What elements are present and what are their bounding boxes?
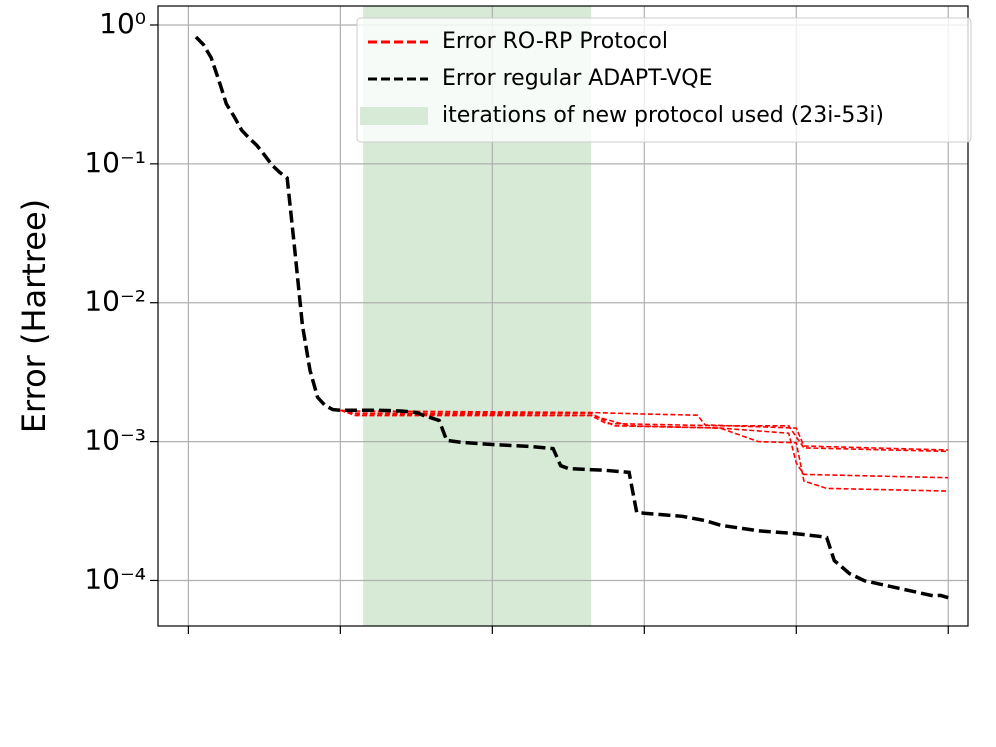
legend-label: iterations of new protocol used (23i-53i…: [442, 103, 884, 128]
y-tick-label: 10⁰: [99, 7, 146, 40]
data-line: [340, 409, 949, 451]
y-tick-label: 10⁻²: [84, 285, 146, 318]
data-line: [340, 409, 949, 453]
y-tick-label: 10⁻³: [84, 424, 146, 457]
y-axis-label: Error (Hartree): [15, 199, 53, 433]
legend-label: Error RO-RP Protocol: [442, 29, 668, 54]
legend-box: [356, 17, 972, 143]
legend-swatch: [360, 107, 428, 125]
y-tick-label: 10⁻¹: [84, 146, 146, 179]
data-line: [194, 35, 949, 600]
legend-label: Error regular ADAPT-VQE: [442, 66, 713, 91]
data-line: [340, 409, 949, 492]
y-tick-label: 10⁻⁴: [84, 562, 146, 595]
plot-frame: [157, 5, 969, 627]
legend: Error RO-RP Protocol Error regular ADAPT-…: [356, 17, 972, 143]
